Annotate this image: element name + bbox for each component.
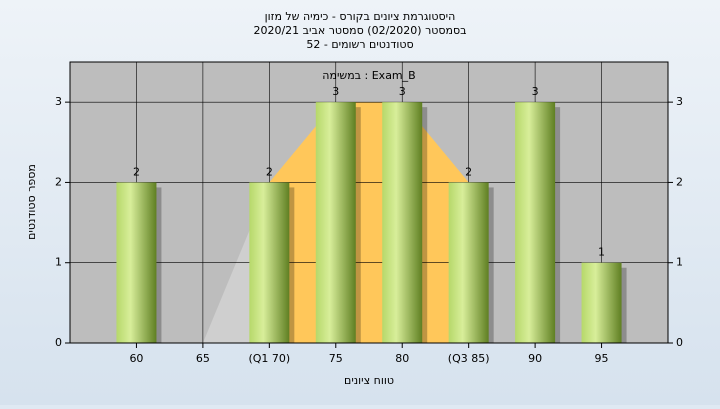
x-tick-label: (Q3 85) (448, 352, 490, 365)
x-tick-label: 75 (329, 352, 343, 365)
data-label: 2 (465, 165, 472, 178)
bar (249, 182, 290, 343)
data-label: 2 (133, 165, 140, 178)
data-label: 1 (598, 246, 605, 259)
y2-tick-label: 2 (676, 175, 683, 188)
title-line: היסטוגרמת ציונים בקורס - כימיה של מזון (265, 10, 456, 23)
annotation: במשימה : Exam_B (322, 69, 415, 82)
bar (515, 102, 556, 344)
x-tick-label: 65 (196, 352, 210, 365)
x-tick-label: (Q1 70) (248, 352, 290, 365)
data-label: 3 (399, 85, 406, 98)
plot-frame (69, 61, 669, 344)
y-tick-label: 0 (55, 336, 62, 349)
bar (315, 102, 356, 344)
y-axis-label: מספר סטודנטים (25, 164, 38, 240)
title-block: היסטוגרמת ציונים בקורס - כימיה של מזון ב… (253, 10, 466, 51)
x-tick-label: 60 (129, 352, 143, 365)
data-label: 3 (332, 85, 339, 98)
title-line: בסמסטר (02/2020) סמסטר אביב 2020/21 (253, 24, 466, 37)
x-axis-label: טווח ציונים (344, 374, 394, 387)
bar (581, 262, 622, 343)
x-tick-label: 95 (595, 352, 609, 365)
x-tick-label: 90 (528, 352, 542, 365)
bar (448, 182, 489, 343)
x-tick-label: 80 (395, 352, 409, 365)
bar (382, 102, 423, 344)
y2-tick-label: 3 (676, 95, 683, 108)
data-label: 3 (532, 85, 539, 98)
y-tick-label: 2 (55, 175, 62, 188)
data-label: 2 (266, 165, 273, 178)
bar (116, 182, 157, 343)
title-line: סטודנטים רשומים - 52 (306, 38, 413, 51)
y2-tick-label: 0 (676, 336, 683, 349)
y-tick-label: 3 (55, 95, 62, 108)
y-tick-label: 1 (55, 256, 62, 269)
y2-tick-label: 1 (676, 256, 683, 269)
